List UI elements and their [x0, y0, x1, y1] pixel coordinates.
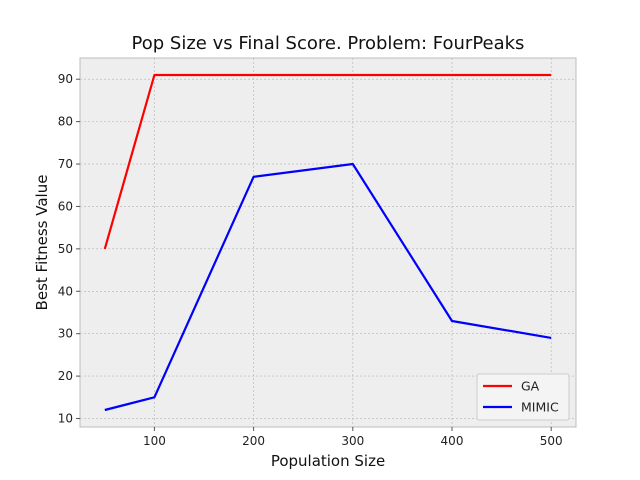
- y-tick-label: 80: [58, 115, 73, 129]
- x-tick-label: 300: [341, 434, 364, 448]
- y-tick-label: 70: [58, 157, 73, 171]
- legend-label-mimic: MIMIC: [521, 400, 559, 415]
- y-axis-label: Best Fitness Value: [33, 175, 51, 311]
- chart-title: Pop Size vs Final Score. Problem: FourPe…: [132, 33, 525, 54]
- y-tick-label: 90: [58, 72, 73, 86]
- series-group: [103, 73, 552, 412]
- plot-area: [79, 57, 577, 428]
- series-line-ga: [103, 73, 552, 250]
- y-tick-label: 30: [58, 327, 73, 341]
- x-tick-label: 200: [242, 434, 265, 448]
- y-tick-label: 20: [58, 369, 73, 383]
- ticks: 100 200 300 400 500 10 20 30 40 50 60 70 80 90: [58, 72, 563, 448]
- y-tick-label: 40: [58, 284, 73, 298]
- x-tick-label: 100: [143, 434, 166, 448]
- x-axis-label: Population Size: [271, 452, 385, 470]
- x-tick-label: 400: [441, 434, 464, 448]
- y-tick-label: 60: [58, 199, 73, 213]
- y-tick-label: 50: [58, 242, 73, 256]
- y-tick-label: 10: [58, 412, 73, 426]
- series-line-mimic: [104, 162, 552, 412]
- legend: GA MIMIC: [476, 373, 570, 421]
- x-tick-label: 500: [540, 434, 563, 448]
- legend-label-ga: GA: [521, 379, 540, 394]
